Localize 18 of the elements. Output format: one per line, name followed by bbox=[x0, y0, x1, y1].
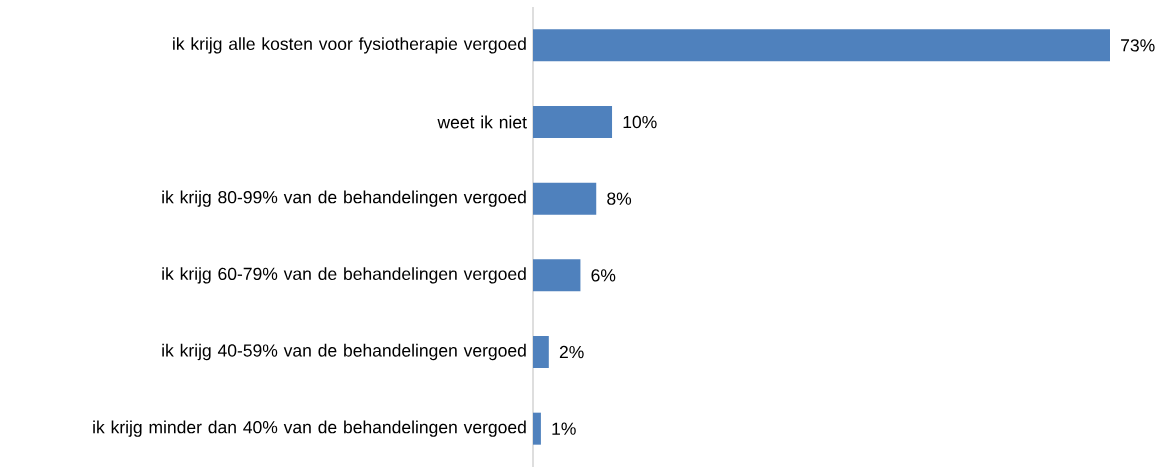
data-label: 6% bbox=[591, 269, 616, 282]
bar bbox=[533, 412, 541, 445]
data-label: 10% bbox=[623, 115, 657, 129]
y-tick-label: ik krijg minder dan 40% van de behandelingen vergoed bbox=[93, 420, 526, 437]
y-tick-label: ik krijg alle kosten voor fysiotherapie vergoed bbox=[173, 37, 526, 54]
data-label: 73% bbox=[1121, 39, 1155, 52]
y-tick-label: weet ik niet bbox=[437, 115, 527, 129]
y-tick-label: ik krijg 40-59% van de behandelingen vergoed bbox=[162, 343, 526, 361]
y-tick-label: ik krijg 80-99% van de behandelingen vergoed bbox=[162, 190, 526, 207]
bar bbox=[533, 29, 1110, 62]
data-label: 8% bbox=[607, 192, 632, 205]
bar bbox=[533, 182, 597, 215]
bar bbox=[533, 259, 581, 292]
bar bbox=[533, 106, 613, 139]
y-tick-label: ik krijg 60-79% van de behandelingen vergoed bbox=[162, 267, 526, 284]
data-label: 1% bbox=[552, 422, 576, 435]
bar bbox=[533, 336, 549, 369]
data-label: 2% bbox=[559, 345, 584, 359]
